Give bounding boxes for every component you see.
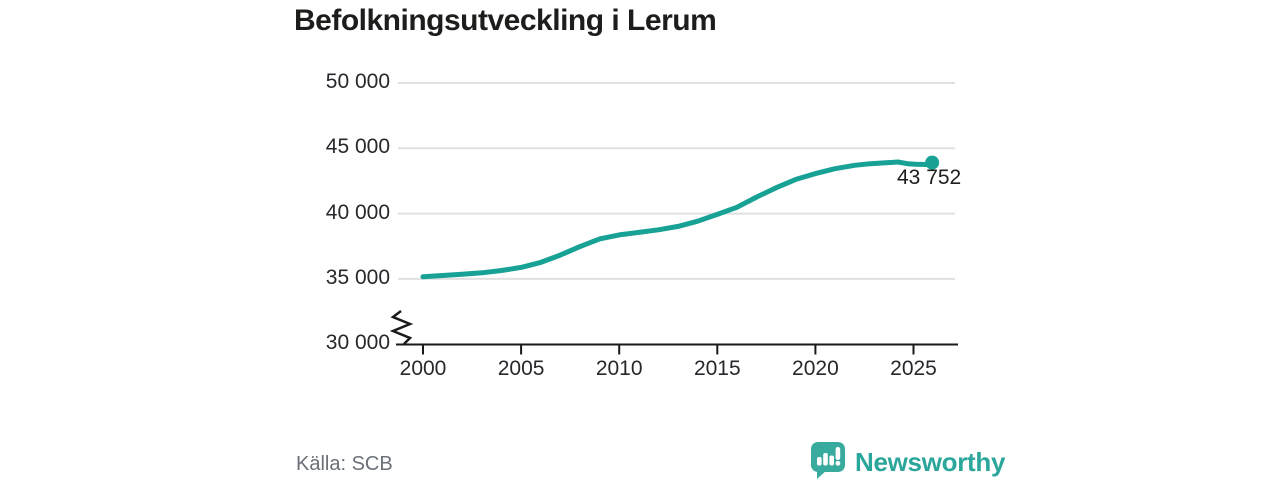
latest-value-label: 43 752 [897, 166, 962, 189]
newsworthy-logo: Newsworthy [810, 441, 1005, 480]
y-axis-label: 50 000 [325, 70, 390, 93]
x-axis-label: 2010 [595, 356, 643, 380]
source-note: Källa: SCB [296, 453, 393, 475]
newsworthy-wordmark: Newsworthy [855, 447, 1006, 477]
x-axis-label: 2025 [890, 356, 937, 380]
chart-title: Befolkningsutveckling i Lerum [294, 4, 717, 37]
x-axis-label: 2000 [399, 356, 447, 380]
axis-break-icon [389, 310, 414, 345]
newsworthy-bubble-chart-icon [810, 441, 847, 480]
x-axis-label: 2020 [792, 356, 839, 380]
y-axis-label: 45 000 [325, 135, 390, 159]
y-axis-label: 35 000 [325, 265, 390, 289]
latest-value-marker [925, 155, 940, 170]
y-axis-label: 40 000 [325, 200, 390, 224]
population-series-line [420, 159, 935, 280]
x-axis-label: 2005 [497, 356, 545, 380]
y-axis-label: 30 000 [325, 331, 390, 355]
x-axis-label: 2015 [693, 356, 741, 380]
